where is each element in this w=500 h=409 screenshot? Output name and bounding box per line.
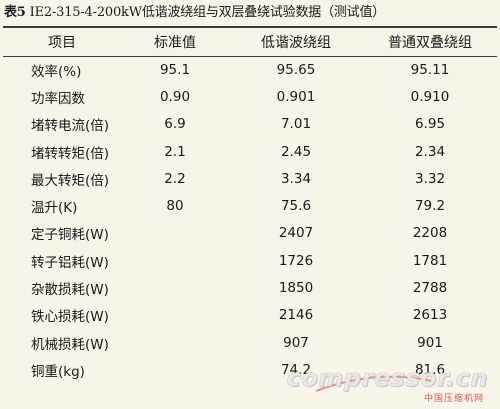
cell-double-layer: 2788 <box>412 280 448 297</box>
top-rule <box>3 26 497 28</box>
cell-item: 最大转矩(倍) <box>31 172 110 189</box>
table-row: 转子铝耗(W) 1726 1781 <box>3 247 497 274</box>
header-standard-value: 标准值 <box>154 34 196 51</box>
table-row: 机械损耗(W) 907 901 <box>3 329 497 356</box>
table-row: 铜重(kg) 74.2 81.6 <box>3 356 497 383</box>
table-caption: 表5 IE2-315-4-200kW低谐波绕组与双层叠绕试验数据（测试值） <box>4 0 496 26</box>
cell-item: 温升(K) <box>31 200 78 217</box>
cell-double-layer: 95.11 <box>410 61 450 78</box>
cell-low-harmonic: 0.901 <box>276 88 316 105</box>
header-item: 项目 <box>48 34 76 51</box>
table-body: 效率(%) 95.1 95.65 95.11 功率因数 0.90 0.901 0.910 堵转电… <box>3 56 497 384</box>
header-double-layer-winding: 普通双叠绕组 <box>388 34 472 51</box>
cell-standard-value <box>121 274 229 301</box>
cell-item: 效率(%) <box>31 63 82 80</box>
cell-standard-value: 95.1 <box>159 61 191 78</box>
header-rule <box>3 56 497 57</box>
cell-item: 机械损耗(W) <box>31 336 109 353</box>
cell-double-layer: 2613 <box>412 307 448 324</box>
cell-item: 堵转转矩(倍) <box>31 145 110 162</box>
watermark-subtext: 中国压缩机网 <box>423 394 484 404</box>
cell-double-layer: 3.32 <box>414 170 446 187</box>
table-row: 最大转矩(倍) 2.2 3.34 3.32 <box>3 165 497 192</box>
table-number: 表5 <box>4 5 26 20</box>
cell-double-layer: 79.2 <box>414 198 446 215</box>
cell-low-harmonic: 95.65 <box>276 61 316 78</box>
cell-low-harmonic: 907 <box>283 334 309 351</box>
table-row: 温升(K) 80 75.6 79.2 <box>3 192 497 219</box>
cell-low-harmonic: 74.2 <box>280 361 312 378</box>
table-row: 铁心损耗(W) 2146 2613 <box>3 302 497 329</box>
table-row: 杂散损耗(W) 1850 2788 <box>3 274 497 301</box>
cell-double-layer: 0.910 <box>410 88 450 105</box>
cell-low-harmonic: 75.6 <box>280 198 312 215</box>
cell-standard-value <box>121 247 229 274</box>
cell-standard-value: 2.2 <box>164 170 186 187</box>
cell-standard-value: 80 <box>166 198 184 215</box>
cell-double-layer: 1781 <box>412 252 448 269</box>
cell-item: 定子铜耗(W) <box>31 227 109 244</box>
cell-standard-value: 6.9 <box>164 116 186 133</box>
header-low-harmonic-winding: 低谐波绕组 <box>261 34 331 51</box>
cell-low-harmonic: 1726 <box>278 252 314 269</box>
table-row: 堵转转矩(倍) 2.1 2.45 2.34 <box>3 138 497 165</box>
cell-item: 堵转电流(倍) <box>31 118 110 135</box>
test-data-table: 项目 标准值 低谐波绕组 普通双叠绕组 效率(%) 95.1 95.65 95.11 功… <box>3 27 497 384</box>
cell-double-layer: 2208 <box>412 225 448 242</box>
cell-low-harmonic: 7.01 <box>280 116 312 133</box>
table-row: 定子铜耗(W) 2407 2208 <box>3 220 497 247</box>
cell-low-harmonic: 2146 <box>278 307 314 324</box>
table-row: 效率(%) 95.1 95.65 95.11 <box>3 56 497 83</box>
cell-item: 杂散损耗(W) <box>31 282 109 299</box>
cell-low-harmonic: 1850 <box>278 280 314 297</box>
cell-standard-value: 0.90 <box>159 88 191 105</box>
table-row: 功率因数 0.90 0.901 0.910 <box>3 83 497 110</box>
cell-low-harmonic: 2.45 <box>280 143 312 160</box>
cell-double-layer: 6.95 <box>414 116 446 133</box>
cell-standard-value <box>121 329 229 356</box>
cell-low-harmonic: 3.34 <box>280 170 312 187</box>
cell-item: 功率因数 <box>31 90 85 107</box>
cell-item: 铁心损耗(W) <box>31 309 109 326</box>
cell-low-harmonic: 2407 <box>278 225 314 242</box>
cell-item: 转子铝耗(W) <box>31 254 109 271</box>
table-row: 堵转电流(倍) 6.9 7.01 6.95 <box>3 111 497 138</box>
header-row: 项目 标准值 低谐波绕组 普通双叠绕组 <box>3 27 497 56</box>
cell-standard-value: 2.1 <box>164 143 186 160</box>
cell-standard-value <box>121 220 229 247</box>
cell-standard-value <box>121 302 229 329</box>
cell-double-layer: 2.34 <box>414 143 446 160</box>
cell-double-layer: 901 <box>417 334 443 351</box>
cell-standard-value <box>121 356 229 383</box>
cell-item: 铜重(kg) <box>31 363 85 380</box>
cell-double-layer: 81.6 <box>414 361 446 378</box>
table-title: IE2-315-4-200kW低谐波绕组与双层叠绕试验数据（测试值） <box>29 5 386 20</box>
